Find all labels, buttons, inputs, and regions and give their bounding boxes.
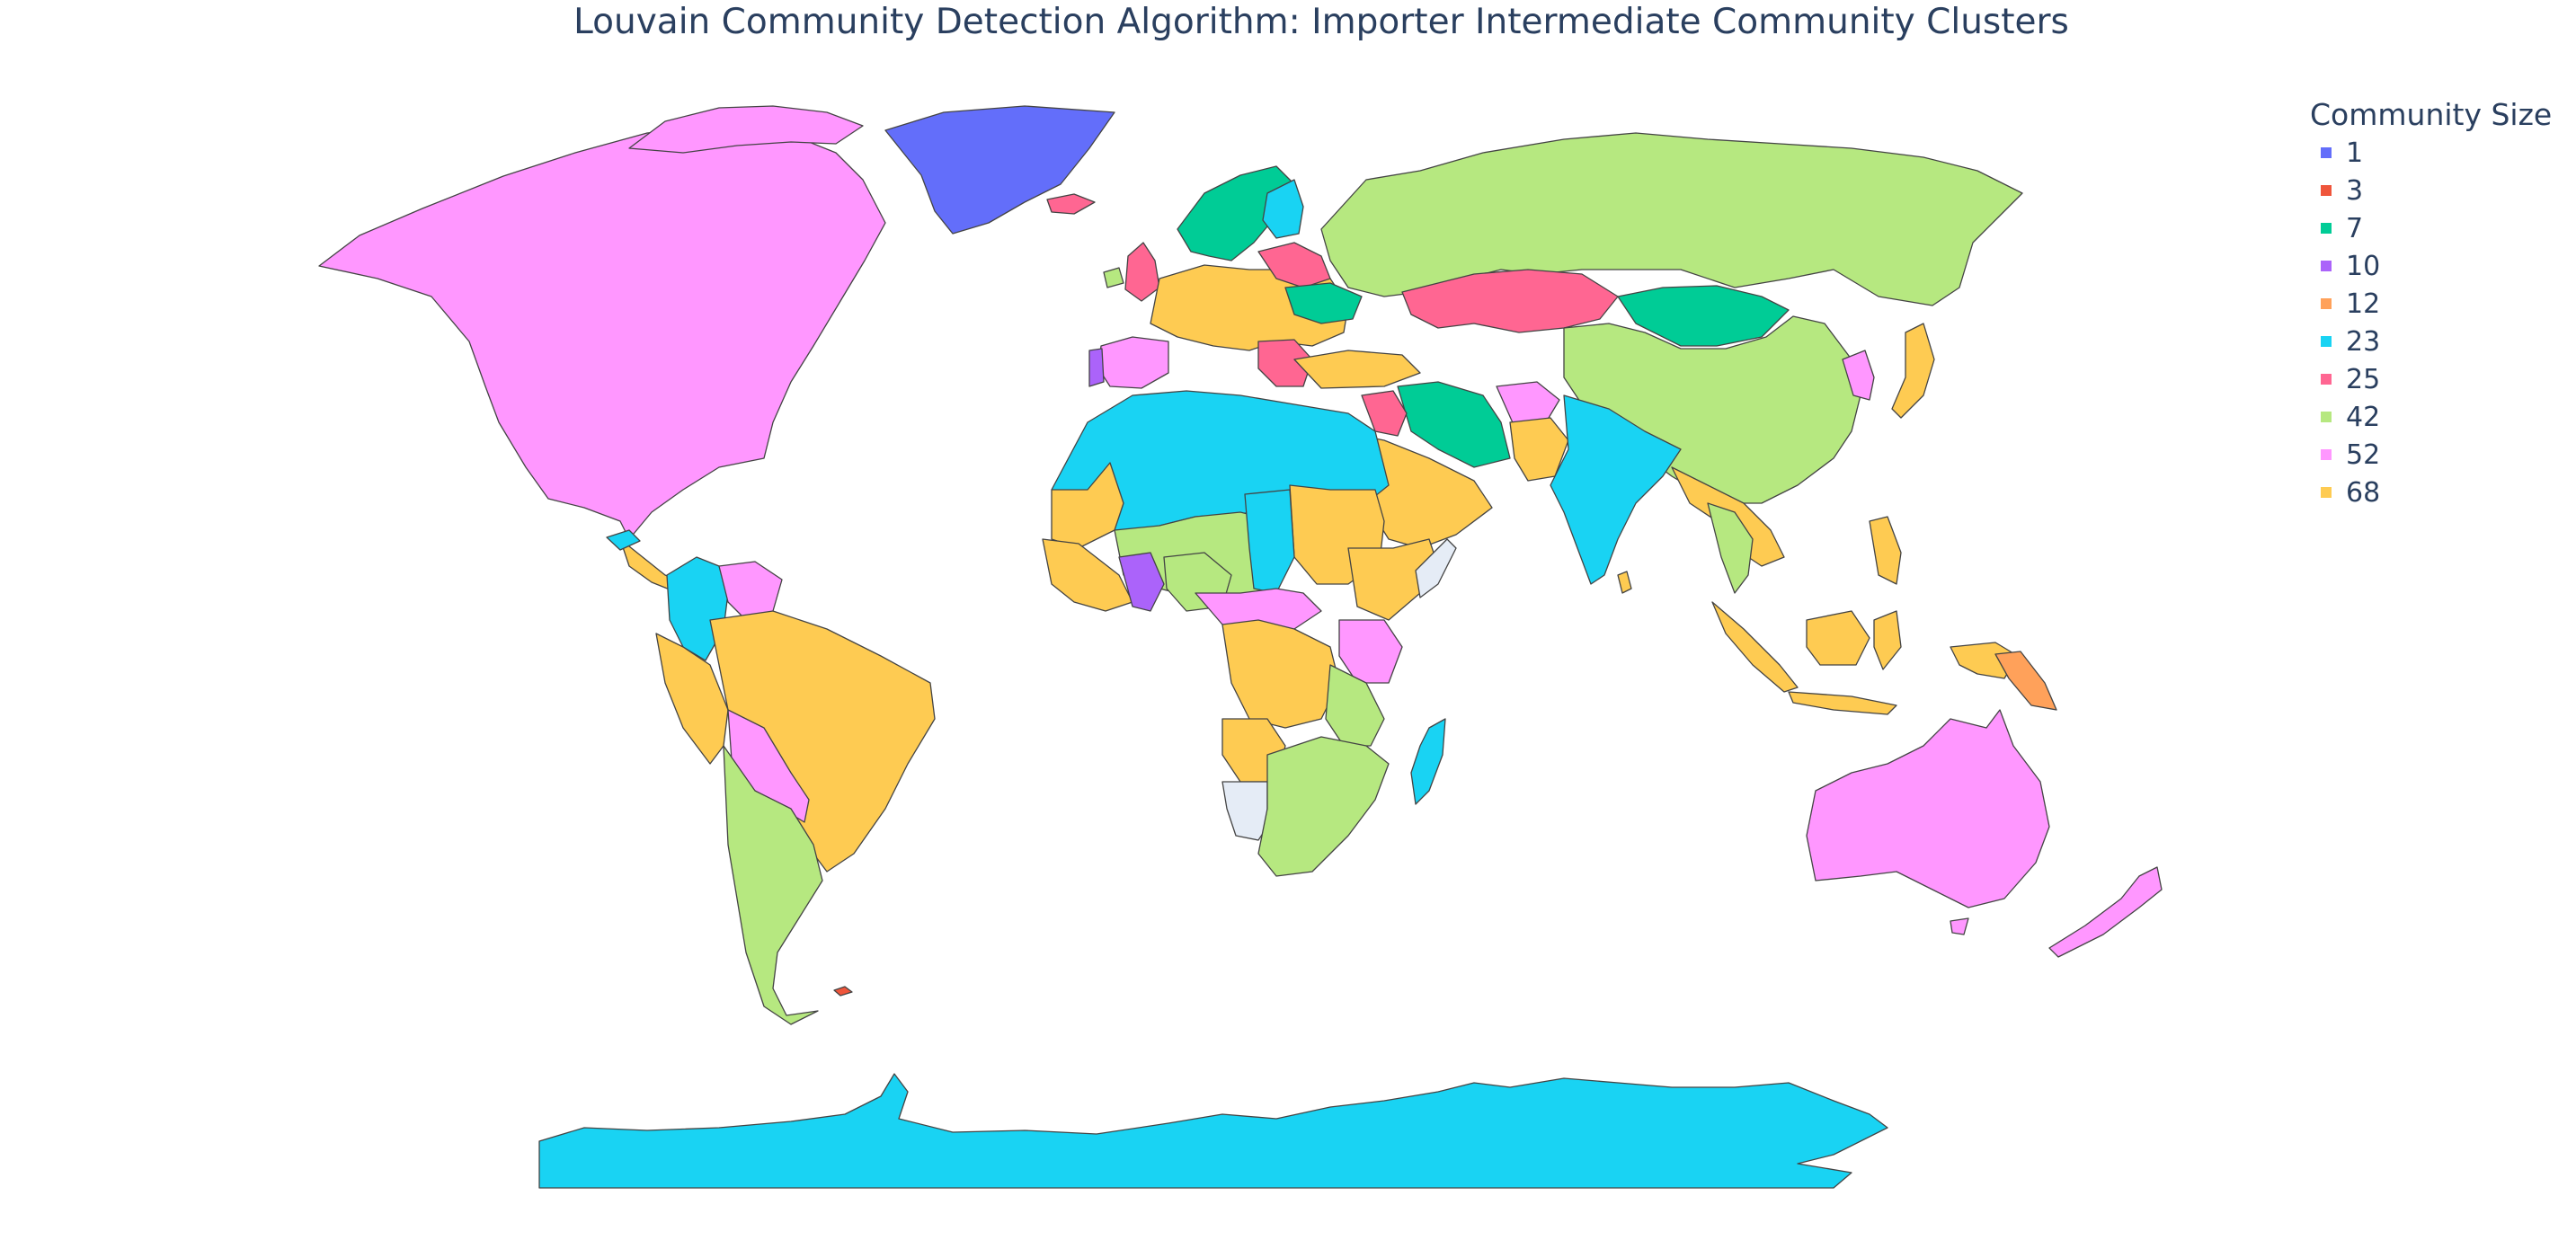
region-uk[interactable] (1124, 242, 1160, 302)
legend-item-12[interactable]: 12 (2310, 285, 2552, 323)
region-indochina[interactable] (1707, 502, 1754, 594)
legend-swatch (2321, 147, 2332, 158)
legend-item-52[interactable]: 52 (2310, 436, 2552, 474)
region-chile-argentina[interactable] (723, 745, 823, 1025)
region-ghana[interactable] (1118, 552, 1165, 612)
legend-label: 7 (2346, 212, 2364, 244)
legend-label: 68 (2346, 476, 2381, 509)
legend-item-7[interactable]: 7 (2310, 209, 2552, 247)
legend-label: 23 (2346, 325, 2381, 358)
region-finland[interactable] (1262, 179, 1304, 239)
legend-label: 52 (2346, 439, 2381, 471)
region-new-zealand[interactable] (2048, 866, 2163, 958)
region-antarctica[interactable] (538, 1073, 1888, 1189)
region-korea[interactable] (1842, 350, 1875, 401)
region-southern-africa[interactable] (1257, 736, 1390, 877)
region-sri-lanka[interactable] (1617, 571, 1632, 594)
region-balkans[interactable] (1257, 339, 1313, 387)
region-sumatra[interactable] (1711, 601, 1799, 693)
legend-item-3[interactable]: 3 (2310, 172, 2552, 209)
legend-label: 3 (2346, 174, 2364, 207)
region-madagascar[interactable] (1410, 718, 1446, 805)
legend-item-1[interactable]: 1 (2310, 134, 2552, 172)
region-falklands[interactable] (833, 986, 853, 997)
legend-item-42[interactable]: 42 (2310, 398, 2552, 436)
legend-item-68[interactable]: 68 (2310, 474, 2552, 511)
region-spain[interactable] (1097, 336, 1169, 389)
region-iceland[interactable] (1046, 193, 1096, 215)
region-somalia[interactable] (1415, 538, 1457, 598)
legend: Community Size 1 3 7 10 12 23 25 42 52 68 (2310, 97, 2552, 511)
legend-label: 12 (2346, 288, 2381, 320)
region-japan[interactable] (1891, 323, 1935, 419)
legend-label: 1 (2346, 137, 2364, 169)
region-mongolia[interactable] (1617, 285, 1790, 347)
legend-swatch (2321, 487, 2332, 498)
region-india[interactable] (1550, 394, 1682, 585)
region-iran[interactable] (1397, 381, 1511, 468)
region-papua-new-guinea[interactable] (1994, 651, 2057, 711)
region-australia[interactable] (1806, 709, 2050, 908)
legend-swatch (2321, 336, 2332, 347)
legend-swatch (2321, 374, 2332, 385)
page-title: Louvain Community Detection Algorithm: I… (573, 2, 2069, 42)
legend-label: 25 (2346, 363, 2381, 395)
legend-label: 10 (2346, 250, 2381, 282)
legend-item-10[interactable]: 10 (2310, 247, 2552, 285)
region-tasmania[interactable] (1950, 917, 1969, 935)
legend-swatch (2321, 298, 2332, 309)
region-chad[interactable] (1244, 489, 1295, 594)
region-turkey[interactable] (1293, 350, 1421, 389)
region-borneo[interactable] (1806, 610, 1870, 666)
legend-swatch (2321, 261, 2332, 271)
region-greenland[interactable] (884, 105, 1115, 235)
region-syria[interactable] (1361, 390, 1408, 437)
region-ireland[interactable] (1103, 267, 1124, 288)
region-philippines[interactable] (1869, 516, 1902, 585)
region-drc[interactable] (1221, 619, 1340, 729)
region-guatemala[interactable] (606, 529, 641, 551)
region-portugal[interactable] (1088, 348, 1105, 387)
region-afghanistan[interactable] (1496, 381, 1560, 428)
region-west-africa[interactable] (1042, 538, 1133, 612)
legend-item-23[interactable]: 23 (2310, 323, 2552, 360)
legend-swatch (2321, 223, 2332, 234)
region-namibia[interactable] (1221, 781, 1268, 841)
region-papua[interactable] (1950, 642, 2019, 679)
region-sulawesi[interactable] (1873, 610, 1902, 670)
legend-item-25[interactable]: 25 (2310, 360, 2552, 398)
region-north-america[interactable] (318, 125, 886, 540)
legend-title: Community Size (2310, 97, 2553, 132)
region-east-africa[interactable] (1338, 619, 1403, 684)
legend-swatch (2321, 412, 2332, 422)
legend-swatch (2321, 449, 2332, 460)
legend-swatch (2321, 185, 2332, 196)
region-tanzania[interactable] (1325, 664, 1385, 747)
legend-label: 42 (2346, 401, 2381, 433)
region-java[interactable] (1788, 691, 1897, 715)
region-ukraine[interactable] (1284, 282, 1363, 324)
region-eastern-europe[interactable] (1257, 242, 1331, 288)
region-arctic-islands[interactable] (628, 105, 864, 154)
region-russia[interactable] (1320, 132, 2023, 306)
region-kazakhstan[interactable] (1401, 269, 1619, 333)
